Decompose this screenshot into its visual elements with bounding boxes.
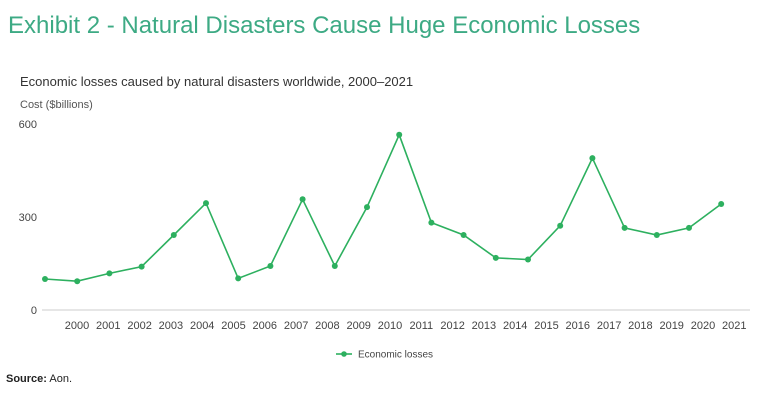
data-point (557, 222, 564, 229)
chart-title: Economic losses caused by natural disast… (20, 74, 414, 89)
x-tick-label: 2004 (190, 320, 214, 332)
x-tick-label: 2000 (65, 320, 89, 332)
y-axis-ticks: 0 300 600 (19, 119, 37, 317)
data-point (525, 256, 531, 263)
data-points (42, 131, 725, 285)
data-point (299, 196, 306, 203)
data-point (686, 224, 692, 231)
page-title: Exhibit 2 - Natural Disasters Cause Huge… (8, 12, 641, 39)
data-point (42, 276, 48, 282)
x-tick-label: 2018 (628, 320, 652, 332)
x-tick-label: 2015 (534, 320, 558, 332)
series-line-economic-losses (44, 132, 722, 283)
data-point (621, 224, 628, 231)
x-tick-label: 2020 (691, 320, 715, 332)
data-point (106, 270, 113, 277)
x-tick-label: 2011 (409, 320, 433, 332)
legend: Economic losses (336, 350, 433, 361)
x-tick-label: 2002 (127, 320, 151, 332)
data-point (74, 278, 81, 285)
x-tick-label: 2013 (472, 320, 496, 332)
legend-label: Economic losses (358, 350, 433, 361)
data-point (492, 254, 499, 261)
x-tick-label: 2009 (346, 320, 370, 332)
x-tick-label: 2010 (378, 320, 402, 332)
data-point (138, 263, 145, 270)
data-point (203, 200, 209, 207)
x-tick-label: 2012 (440, 320, 464, 332)
x-axis-ticks: 2000 2001 2002 2003 2004 2005 2006 2007 2008 2009… (65, 320, 747, 332)
y-tick-label: 600 (19, 119, 37, 131)
data-point (364, 204, 370, 211)
x-tick-label: 2005 (221, 320, 245, 332)
data-point (589, 155, 596, 162)
x-tick-label: 2014 (503, 320, 527, 332)
x-tick-label: 2008 (315, 320, 339, 332)
y-axis-label: Cost ($billions) (20, 99, 93, 111)
legend-marker (341, 351, 347, 357)
source-text: Aon. (49, 373, 73, 385)
x-tick-label: 2003 (159, 320, 183, 332)
data-point (170, 232, 177, 238)
x-tick-label: 2017 (597, 320, 621, 332)
data-point (396, 131, 403, 138)
data-point (267, 263, 274, 269)
source-label: Source: (6, 373, 47, 385)
data-point (460, 232, 467, 238)
source-note: Source: Aon. (6, 373, 72, 385)
data-point (428, 219, 435, 226)
x-tick-label: 2001 (96, 320, 120, 332)
data-point (235, 275, 242, 282)
x-tick-label: 2007 (284, 320, 308, 332)
x-tick-label: 2021 (722, 320, 746, 332)
x-tick-label: 2006 (253, 320, 277, 332)
data-point (718, 201, 725, 207)
data-point (331, 263, 338, 269)
x-tick-label: 2016 (566, 320, 590, 332)
x-tick-label: 2019 (659, 320, 683, 332)
data-point (653, 232, 660, 238)
y-tick-label: 0 (31, 305, 37, 317)
y-tick-label: 300 (19, 212, 37, 224)
